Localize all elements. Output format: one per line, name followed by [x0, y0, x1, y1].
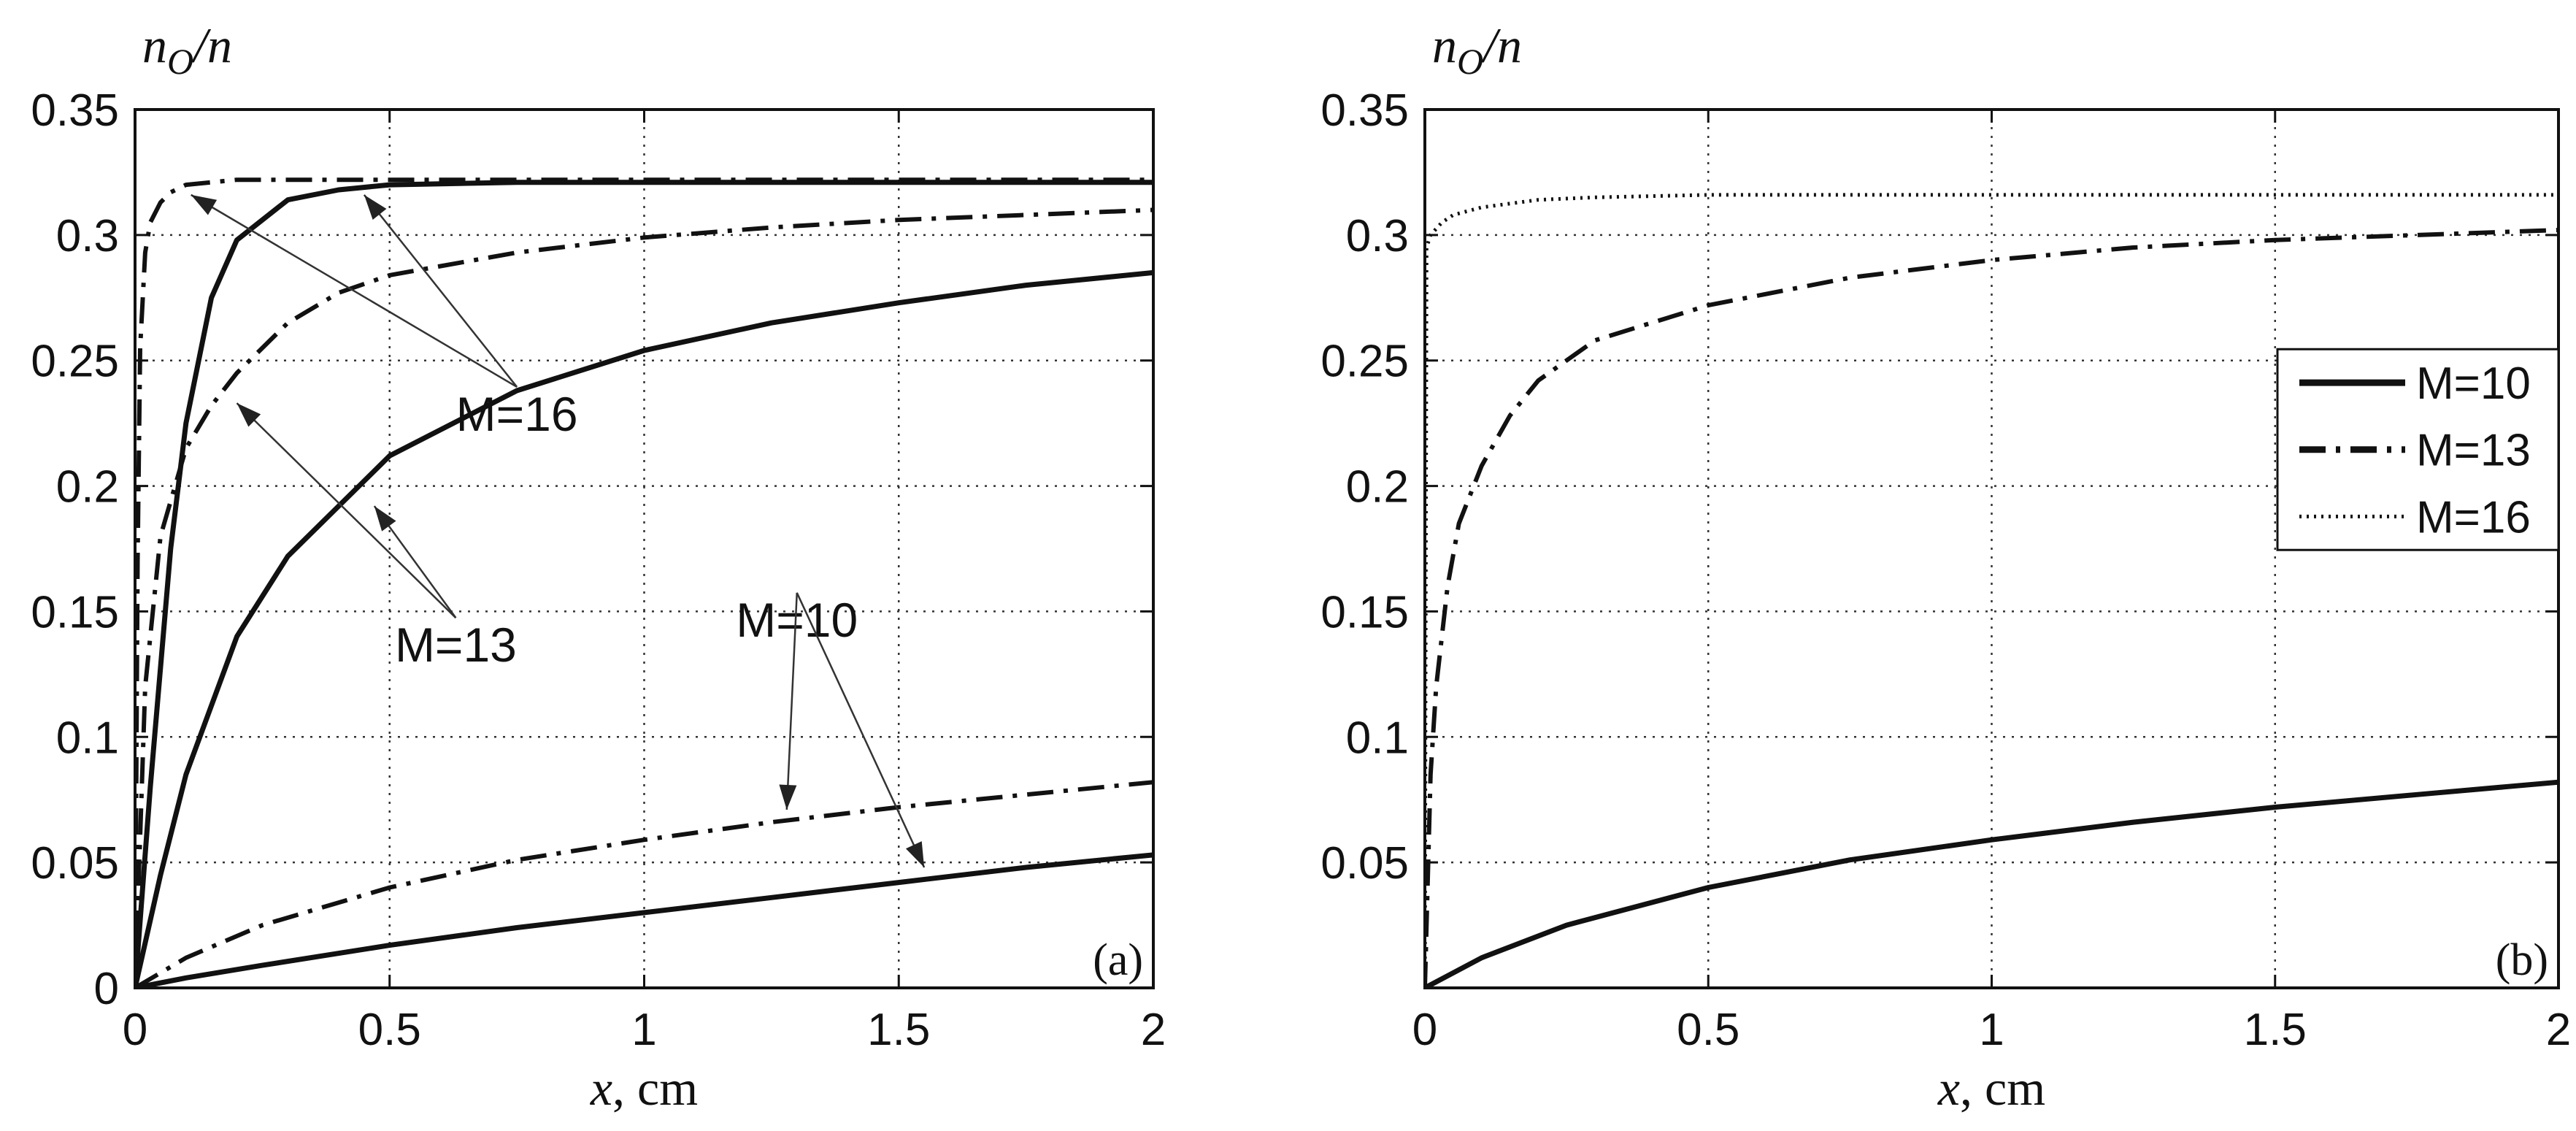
chart-1-x-tick-label: 0.5	[1677, 1005, 1739, 1055]
chart-0-y-tick-label: 0.2	[56, 462, 119, 513]
chart-0-series-2-line	[135, 269, 1153, 988]
chart-0-annotation-arrowhead	[779, 784, 797, 810]
chart-1-y-axis-title: nO/n	[1432, 18, 1522, 82]
chart-0-annotation-arrow	[191, 193, 518, 388]
chart-0-x-tick-label: 1	[631, 1005, 656, 1055]
chart-0-x-tick-label: 0	[123, 1005, 147, 1055]
chart-1-series-2-line	[1425, 193, 2558, 988]
chart-0-annotation-arrowhead	[905, 841, 925, 868]
chart-0-annotation-arrowhead	[191, 194, 218, 215]
chart-0-y-tick-label: 0.05	[31, 838, 119, 889]
chart-0-y-tick-label: 0	[94, 964, 119, 1014]
chart-1-y-tick-label: 0.05	[1320, 838, 1409, 889]
chart-0-annotation-arrowhead	[364, 194, 387, 220]
chart-1-panel-label: (b)	[2496, 935, 2548, 985]
chart-0-x-tick-label: 2	[1141, 1005, 1166, 1055]
chart-0-series-4-line	[135, 180, 1153, 988]
chart-0-y-tick-label: 0.1	[56, 713, 119, 763]
chart-1-y-tick-label: 0.25	[1320, 337, 1409, 387]
chart-1-legend: M=10 M=13 M=16	[2276, 348, 2560, 551]
chart-0-y-tick-label: 0.25	[31, 337, 119, 387]
chart-0-annotation-arrowhead	[374, 506, 396, 532]
chart-1-x-tick-label: 1	[1979, 1005, 2004, 1055]
chart-0-panel-label: (a)	[1093, 935, 1143, 985]
chart-0-annotation-arrow	[796, 592, 926, 868]
chart-1-x-tick-label: 2	[2546, 1005, 2571, 1055]
chart-1-y-tick-label: 0.1	[1346, 713, 1409, 763]
chart-0-annotation-arrow	[785, 592, 798, 810]
chart-0-annotation-arrow	[363, 194, 518, 388]
chart-0-annotation-label: M=13	[395, 618, 517, 672]
chart-0-annotation-arrow	[236, 402, 457, 619]
panel-a: 0 0.5 1 1.5 2 0 0.05 0.1 0.15 0.2 0.25 0.3 0.35 nO/n x…	[31, 18, 1166, 1116]
chart-0-x-tick-label: 0.5	[358, 1005, 421, 1055]
chart-1-x-tick-label: 1.5	[2244, 1005, 2307, 1055]
chart-1-legend-label: M=16	[2416, 492, 2531, 543]
chart-1-y-tick-label: 0.2	[1346, 462, 1409, 513]
chart-0-x-tick-label: 1.5	[867, 1005, 930, 1055]
chart-0-x-axis-title: x, cm	[590, 1060, 698, 1116]
chart-1-y-tick-label: 0.3	[1346, 211, 1409, 261]
chart-1-y-tick-label: 0.15	[1320, 587, 1409, 637]
chart-1-y-tick-label: 0.35	[1320, 85, 1409, 136]
chart-0-y-tick-label: 0.3	[56, 211, 119, 261]
chart-1-x-tick-label: 0	[1412, 1005, 1437, 1055]
chart-0-series-0-line	[135, 852, 1153, 988]
chart-1-x-axis-title: x, cm	[1937, 1060, 2045, 1116]
chart-0-series-1-line	[135, 780, 1153, 988]
chart-1-legend-label: M=10	[2416, 359, 2531, 409]
chart-0-y-tick-label: 0.15	[31, 587, 119, 637]
panel-b: 0 0.5 1 1.5 2 0.05 0.1 0.15 0.2 0.25 0.3 0.35 nO/n x,…	[1320, 18, 2571, 1116]
chart-0-annotation-arrowhead	[237, 403, 261, 427]
chart-0-y-axis-title: nO/n	[142, 18, 232, 82]
chart-0-y-tick-label: 0.35	[31, 85, 119, 136]
chart-1-legend-label: M=13	[2416, 426, 2531, 476]
chart-1-series-0-line	[1425, 779, 2558, 988]
chart-0-annotation-label: M=16	[456, 387, 578, 441]
chart-0-series-3-line	[135, 207, 1153, 988]
chart-1-series-1-line	[1425, 228, 2558, 988]
